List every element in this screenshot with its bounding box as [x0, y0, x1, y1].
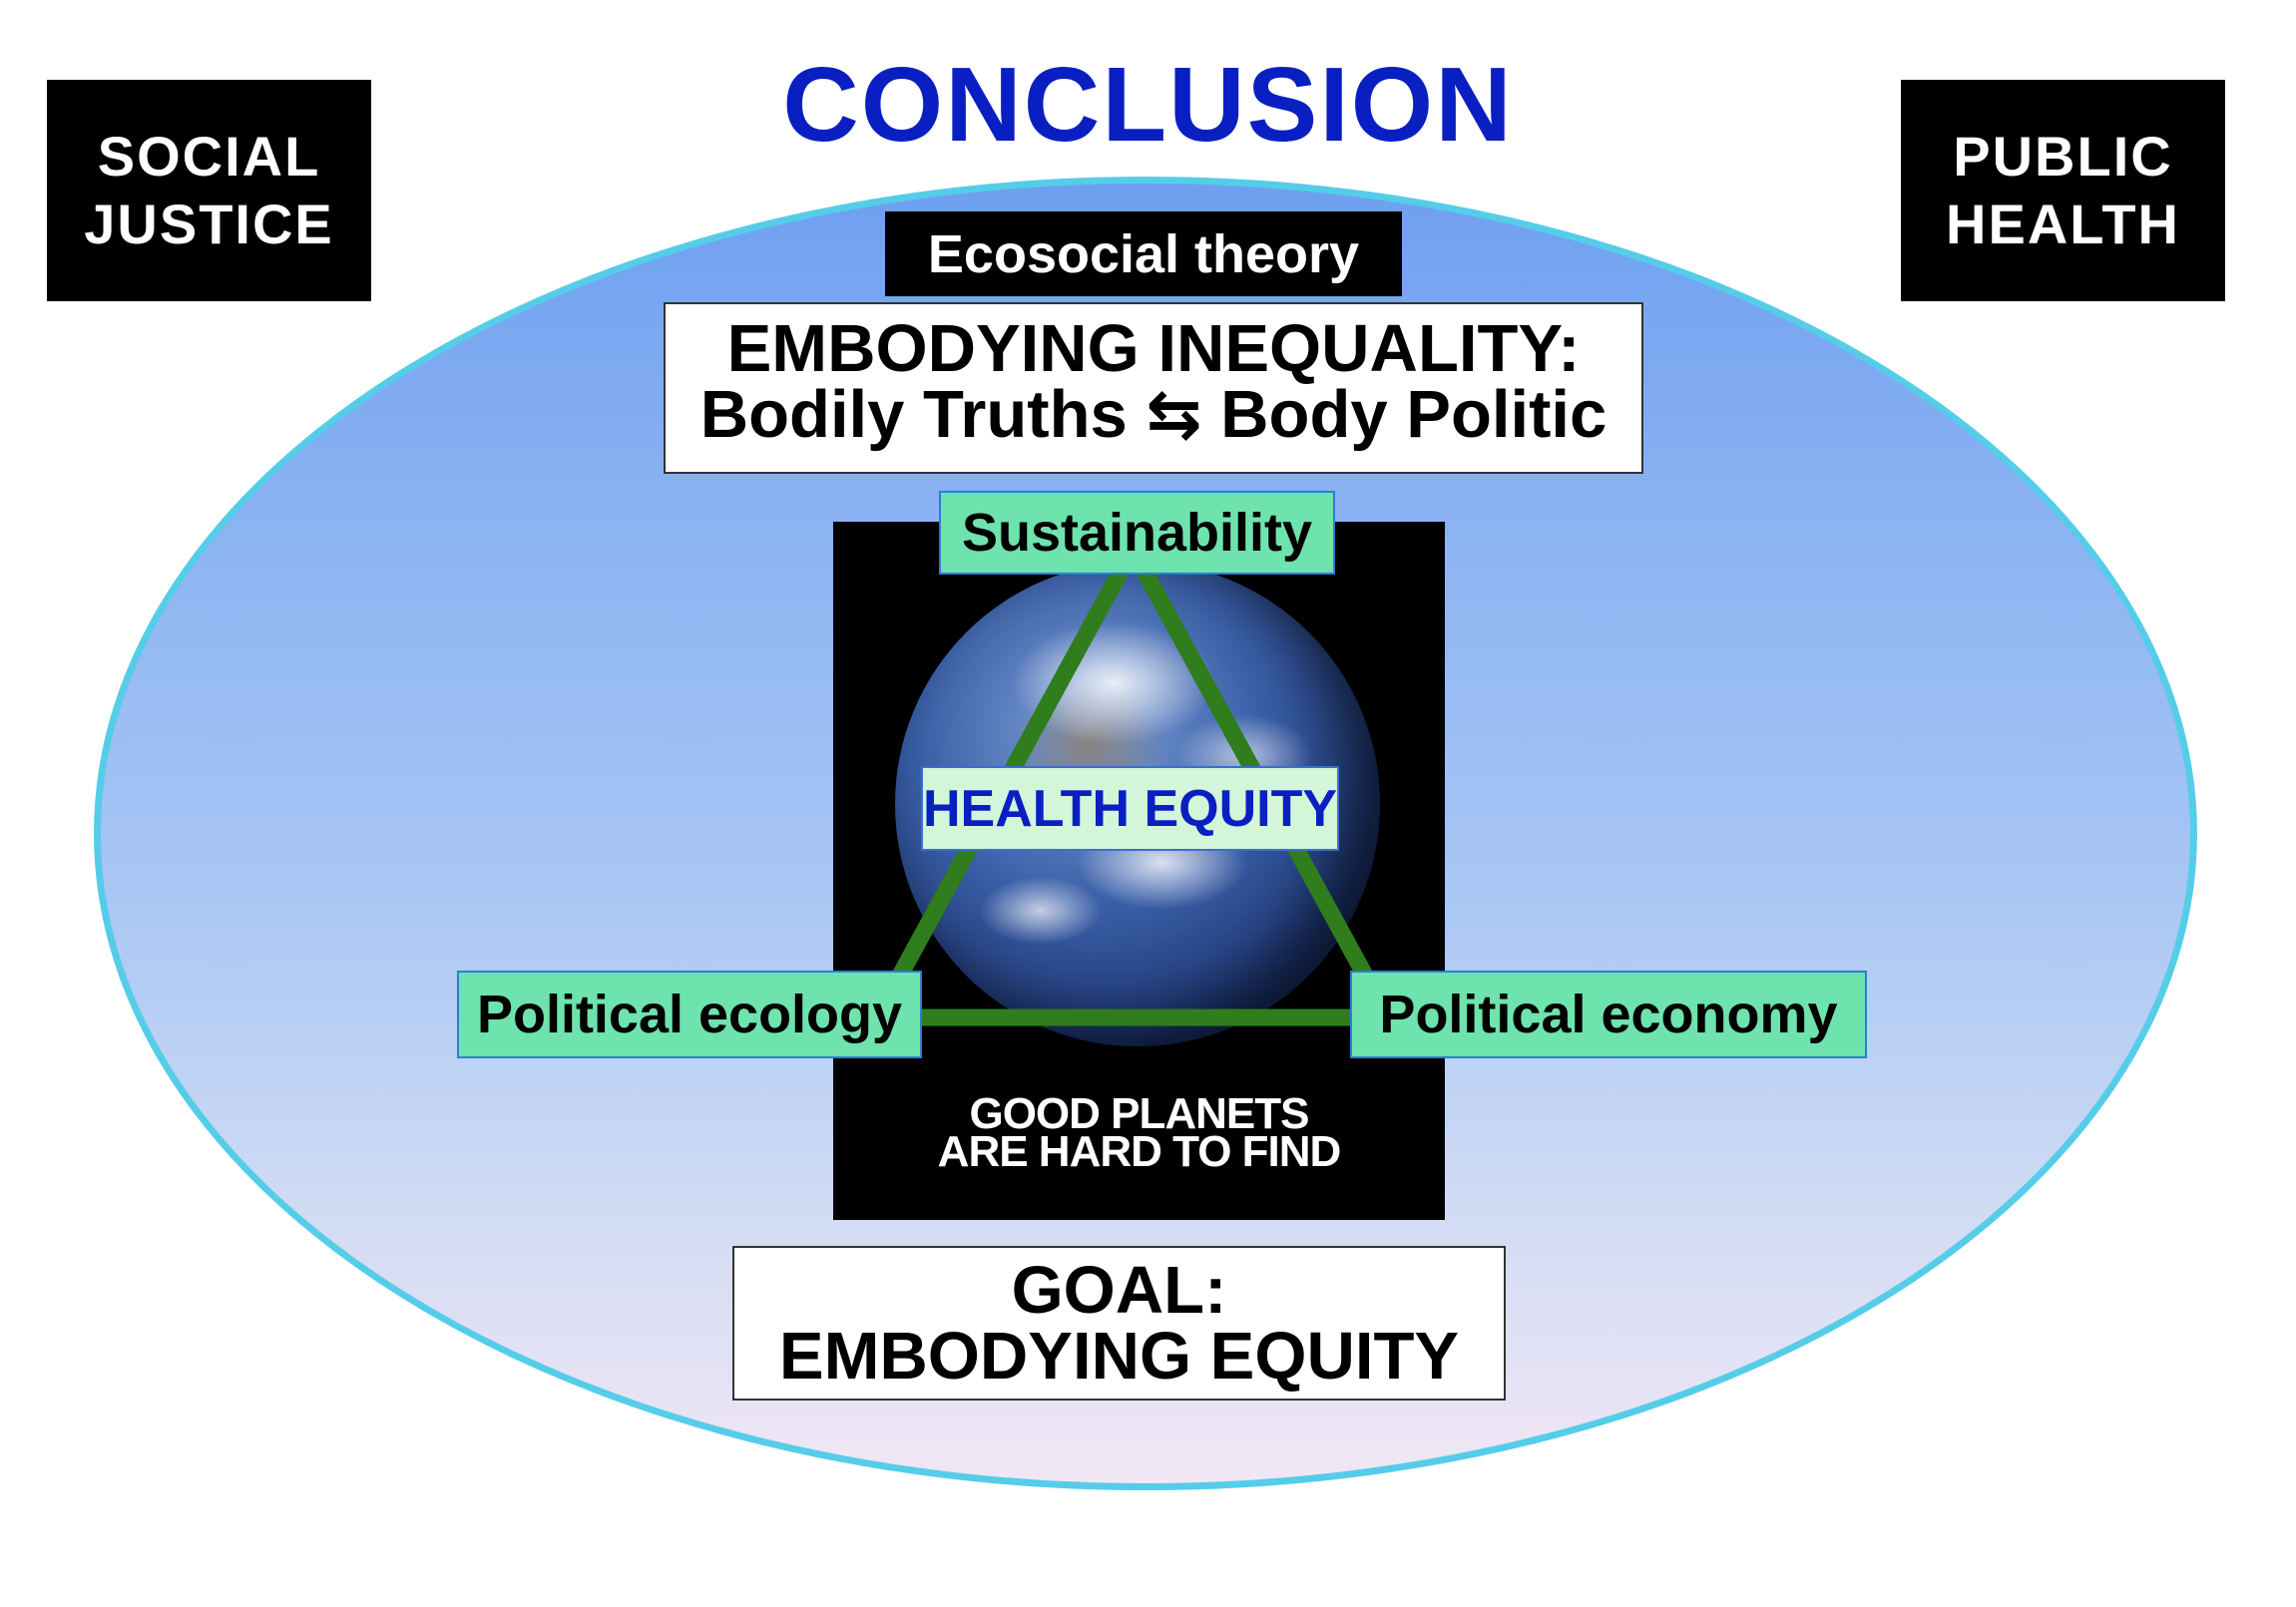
public-health-line1: PUBLIC	[1953, 125, 2173, 188]
embodying-inequality-line1: EMBODYING INEQUALITY:	[726, 311, 1581, 386]
public-health-label: PUBLIC HEALTH	[1901, 80, 2225, 301]
poster-caption-line2: ARE HARD TO FIND	[937, 1127, 1342, 1176]
sustainability-label: Sustainability	[939, 491, 1335, 575]
social-justice-line1: SOCIAL	[97, 125, 321, 188]
embodying-inequality-line2: Bodily Truths ⇆ Body Politic	[699, 377, 1607, 452]
poster-caption-line1: GOOD PLANETS	[969, 1089, 1309, 1138]
earth-poster: GOOD PLANETS ARE HARD TO FIND	[833, 522, 1445, 1220]
political-economy-label: Political economy	[1350, 971, 1867, 1058]
health-equity-label: HEALTH EQUITY	[921, 766, 1339, 851]
goal-line2: EMBODYING EQUITY	[778, 1319, 1460, 1394]
poster-caption: GOOD PLANETS ARE HARD TO FIND	[833, 1089, 1445, 1176]
social-justice-line2: JUSTICE	[84, 193, 334, 255]
embodying-inequality-box: EMBODYING INEQUALITY: Bodily Truths ⇆ Bo…	[664, 302, 1643, 474]
goal-box: GOAL: EMBODYING EQUITY	[732, 1246, 1506, 1401]
page-title: CONCLUSION	[782, 46, 1514, 164]
public-health-line2: HEALTH	[1946, 193, 2180, 255]
goal-line1: GOAL:	[1011, 1253, 1227, 1328]
political-ecology-label: Political ecology	[457, 971, 922, 1058]
social-justice-label: SOCIAL JUSTICE	[47, 80, 371, 301]
ecosocial-theory-label: Ecosocial theory	[885, 211, 1402, 296]
